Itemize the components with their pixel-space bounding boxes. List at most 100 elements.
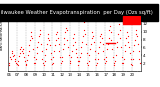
Point [40, 43, 42, 44]
Point [129, 59, 132, 60]
Point [22, 53, 25, 54]
Point [104, 61, 107, 62]
Point [117, 33, 119, 34]
Point [53, 51, 56, 52]
Point [29, 35, 32, 36]
Point [52, 63, 54, 64]
Point [35, 53, 38, 54]
Point [71, 45, 74, 46]
Point [82, 35, 84, 36]
Point [34, 63, 36, 64]
Point [101, 37, 103, 38]
Point [26, 60, 28, 61]
Point [124, 45, 127, 46]
Point [8, 63, 11, 64]
Point [111, 49, 113, 50]
Point [128, 47, 130, 48]
Point [17, 61, 20, 62]
Point [45, 49, 47, 50]
Point [31, 37, 33, 38]
Point [137, 43, 139, 44]
Point [24, 65, 27, 66]
Point [97, 53, 100, 54]
Point [123, 59, 125, 60]
Point [60, 61, 63, 62]
Point [18, 53, 21, 54]
Point [65, 29, 68, 30]
Point [92, 35, 94, 36]
Point [48, 45, 51, 46]
Point [132, 59, 134, 60]
Point [63, 37, 66, 38]
Point [40, 51, 43, 52]
Point [25, 64, 28, 65]
Point [83, 21, 86, 22]
Point [117, 23, 120, 24]
Point [126, 35, 129, 36]
Text: EVAPOTRANSPIRATION: EVAPOTRANSPIRATION [0, 19, 4, 50]
Point [119, 37, 122, 38]
Point [75, 53, 77, 54]
Title: Milwaukee Weather Evapotranspiration  per Day (Ozs sq/ft): Milwaukee Weather Evapotranspiration per… [0, 10, 153, 15]
Point [134, 33, 137, 34]
Point [90, 37, 93, 38]
Point [76, 57, 78, 58]
Point [27, 55, 29, 56]
Point [115, 55, 117, 56]
Point [109, 25, 111, 26]
Point [21, 51, 23, 52]
Point [71, 51, 73, 52]
Point [123, 51, 126, 52]
Point [49, 53, 52, 54]
Point [61, 57, 64, 58]
Point [115, 47, 118, 48]
Point [112, 63, 115, 64]
Point [38, 35, 40, 36]
Point [68, 55, 70, 56]
Point [27, 51, 30, 52]
Point [36, 47, 39, 48]
Point [93, 51, 96, 52]
Point [110, 39, 113, 40]
Point [126, 31, 128, 32]
Point [84, 43, 87, 44]
Point [67, 47, 69, 48]
Point [93, 41, 95, 42]
Point [39, 33, 42, 34]
Point [96, 59, 99, 60]
Point [9, 57, 12, 58]
Point [10, 53, 13, 54]
Point [77, 65, 80, 66]
Point [23, 57, 25, 58]
Point [66, 39, 69, 40]
Point [90, 43, 92, 44]
Point [41, 59, 44, 60]
Point [18, 56, 20, 57]
Point [134, 39, 136, 40]
Point [20, 47, 23, 48]
Point [58, 51, 61, 52]
Point [28, 45, 31, 46]
Point [84, 33, 86, 34]
Point [122, 63, 124, 64]
Point [38, 29, 41, 30]
Point [116, 41, 119, 42]
Point [107, 43, 109, 44]
Point [98, 47, 100, 48]
Point [99, 35, 102, 36]
Point [46, 43, 48, 44]
Bar [123, 16, 140, 24]
Point [12, 56, 14, 57]
Point [32, 49, 34, 50]
Point [87, 61, 90, 62]
Point [96, 63, 98, 64]
Point [137, 51, 140, 52]
Point [88, 55, 91, 56]
Point [70, 57, 72, 58]
Point [56, 31, 58, 32]
Point [10, 59, 12, 60]
Point [130, 64, 132, 65]
Point [106, 49, 108, 50]
Point [54, 39, 57, 40]
Point [37, 41, 39, 42]
